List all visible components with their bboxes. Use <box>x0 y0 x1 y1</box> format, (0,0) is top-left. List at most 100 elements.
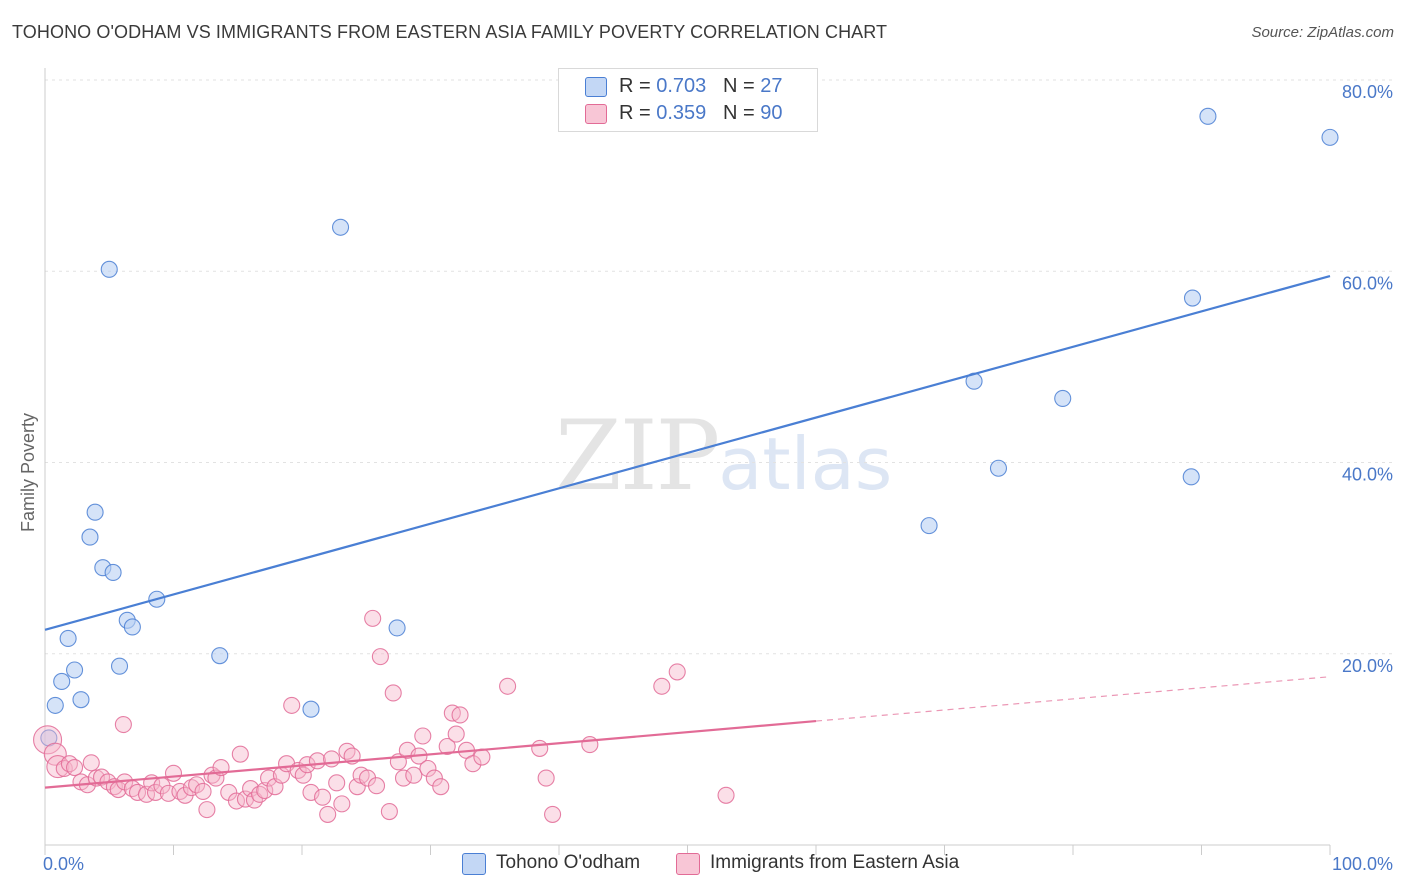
bottom-legend-swatch-pink <box>676 853 700 875</box>
bottom-legend-swatch-blue <box>462 853 486 875</box>
point-tohono <box>46 696 64 714</box>
y-tick-label: 20.0% <box>1342 656 1393 676</box>
point-eastern-asia <box>294 766 312 784</box>
legend-n-label: N = <box>722 75 755 97</box>
point-eastern-asia <box>537 769 555 787</box>
axes <box>44 68 1331 855</box>
trend-line-tohono <box>44 274 1331 631</box>
point-eastern-asia <box>451 706 469 724</box>
point-eastern-asia <box>260 769 278 787</box>
trend-line-eastern-asia <box>44 719 817 789</box>
point-eastern-asia <box>544 805 562 823</box>
point-eastern-asia <box>394 769 413 787</box>
point-eastern-asia <box>328 774 346 792</box>
point-eastern-asia <box>283 696 301 714</box>
point-eastern-asia <box>323 750 341 768</box>
point-eastern-asia <box>531 739 549 757</box>
point-eastern-asia <box>319 805 337 823</box>
legend-n-value: 27 <box>760 75 783 97</box>
legend-text-eastern-asia: R = 0.359 N = 90 <box>619 102 782 125</box>
point-eastern-asia <box>338 742 356 760</box>
point-eastern-asia <box>447 725 465 743</box>
point-eastern-asia <box>371 648 389 666</box>
point-tohono <box>331 218 350 236</box>
point-eastern-asia <box>308 752 326 770</box>
legend-r-value: 0.359 <box>656 102 707 124</box>
y-tick-label: 60.0% <box>1342 273 1393 293</box>
tick-labels: 20.0% 40.0% 60.0% 80.0% 0.0% 100.0% Family Pov… <box>18 82 1393 874</box>
y-axis-label: Family Poverty <box>18 413 38 532</box>
gridlines <box>45 79 1392 655</box>
point-eastern-asia <box>164 764 183 782</box>
point-tohono <box>53 672 71 691</box>
point-eastern-asia <box>194 782 212 801</box>
point-tohono <box>920 517 938 535</box>
point-tohono <box>100 260 118 278</box>
point-tohono <box>989 459 1008 477</box>
x-tick-label-start: 0.0% <box>43 854 84 874</box>
point-eastern-asia <box>414 727 432 745</box>
point-eastern-asia <box>425 769 443 787</box>
point-eastern-asia <box>384 684 402 702</box>
point-eastern-asia <box>231 745 249 763</box>
point-eastern-asia <box>333 795 351 813</box>
point-eastern-asia <box>82 754 100 772</box>
y-tick-label: 80.0% <box>1342 82 1393 102</box>
point-eastern-asia <box>188 776 206 794</box>
point-tohono <box>110 657 129 675</box>
legend-r-label: R = <box>619 102 651 124</box>
stats-legend: R = 0.703 N = 27 R = 0.359 N = 90 <box>558 68 818 132</box>
bottom-legend-label-eastern-asia: Immigrants from Eastern Asia <box>710 852 960 873</box>
point-eastern-asia <box>364 609 382 627</box>
point-tohono <box>81 528 99 546</box>
trend-line-eastern-asia-extrapolated <box>815 676 1331 722</box>
point-tohono <box>72 691 90 709</box>
legend-swatch-blue <box>585 77 607 97</box>
point-eastern-asia <box>114 715 132 734</box>
point-eastern-asia <box>146 783 165 801</box>
point-eastern-asia <box>717 786 735 804</box>
legend-r-value: 0.703 <box>656 75 707 97</box>
point-eastern-asia <box>499 677 517 695</box>
point-tohono <box>388 619 406 637</box>
y-tick-label: 40.0% <box>1342 465 1393 485</box>
point-tohono <box>1182 468 1200 486</box>
point-eastern-asia <box>419 759 437 778</box>
point-eastern-asia <box>432 778 450 796</box>
point-eastern-asia <box>33 725 63 755</box>
watermark-zip: ZIP <box>555 400 720 512</box>
bottom-legend-label-tohono: Tohono O'odham <box>496 852 641 873</box>
point-tohono <box>1183 289 1202 307</box>
point-tohono <box>104 563 122 582</box>
point-eastern-asia <box>438 737 456 756</box>
point-tohono <box>123 618 141 636</box>
point-tohono <box>66 661 84 679</box>
point-eastern-asia <box>581 736 599 754</box>
chart-source: Source: ZipAtlas.com <box>1251 24 1394 41</box>
point-tohono <box>86 503 104 521</box>
point-eastern-asia <box>367 777 386 795</box>
point-eastern-asia <box>668 663 686 681</box>
legend-n-label: N = <box>722 102 755 124</box>
point-tohono <box>1321 128 1339 146</box>
legend-text-tohono: R = 0.703 N = 27 <box>619 75 782 98</box>
point-tohono <box>1054 389 1072 407</box>
point-tohono <box>302 700 320 718</box>
point-tohono <box>1199 107 1217 125</box>
trend-lines <box>44 274 1331 789</box>
point-eastern-asia <box>380 802 398 821</box>
point-eastern-asia <box>464 755 482 773</box>
point-tohono <box>59 629 77 648</box>
legend-r-label: R = <box>619 75 651 97</box>
chart-title: TOHONO O'ODHAM VS IMMIGRANTS FROM EASTER… <box>12 22 888 42</box>
point-eastern-asia <box>405 766 423 784</box>
point-eastern-asia <box>653 677 671 695</box>
point-eastern-asia <box>66 758 84 777</box>
legend-n-value: 90 <box>760 102 783 124</box>
data-points <box>33 107 1339 823</box>
legend-swatch-pink <box>585 104 607 124</box>
point-eastern-asia <box>314 788 332 806</box>
x-tick-label-end: 100.0% <box>1332 854 1393 874</box>
point-eastern-asia <box>198 801 216 819</box>
